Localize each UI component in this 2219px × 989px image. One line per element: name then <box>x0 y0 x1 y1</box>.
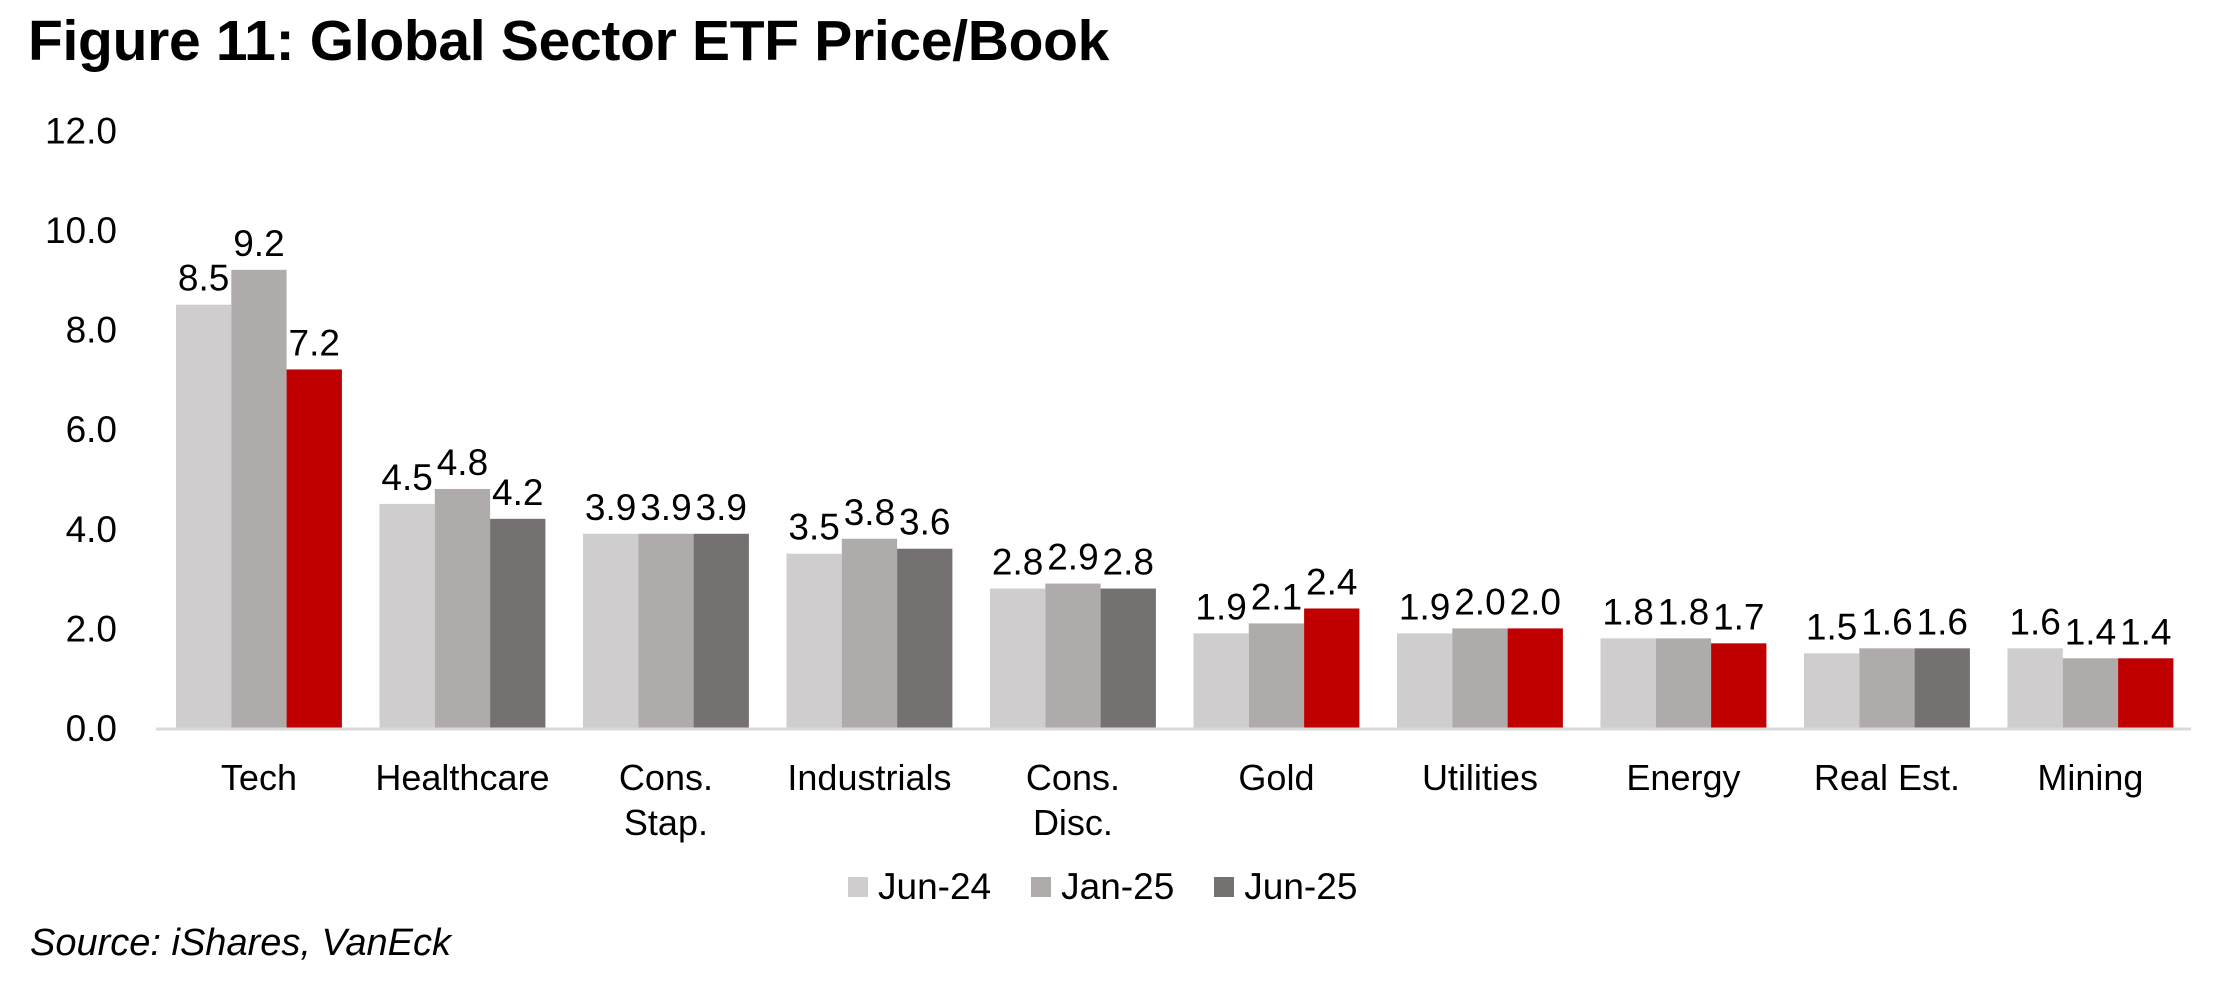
bar-jun-24-7 <box>1600 638 1656 728</box>
data-label: 2.8 <box>992 542 1043 583</box>
x-axis: Tech Healthcare Cons.Stap.Industrials Cons.… <box>221 757 2144 843</box>
bar-jun-25-4 <box>1100 588 1156 728</box>
bar-jan-25-1 <box>434 488 491 728</box>
legend-label-jun-25: Jun-25 <box>1244 866 1358 907</box>
data-label: 8.5 <box>178 258 229 299</box>
bar-jun-24-0 <box>176 304 232 728</box>
data-label: 1.8 <box>1602 591 1653 632</box>
x-tick-label: Energy <box>1626 757 1740 798</box>
data-label: 2.1 <box>1251 576 1302 617</box>
x-tick-label: Tech <box>221 757 297 798</box>
bar-jun-24-3 <box>786 553 842 728</box>
legend-item-jan-25: Jan-25 <box>1031 866 1174 908</box>
data-labels: 8.54.53.9 3.52.81.9 1.9 1.8 1.5 1.69.24.83.9 3… <box>178 223 2172 652</box>
bar-jun-25-6 <box>1507 628 1563 728</box>
data-label: 1.6 <box>1917 601 1968 642</box>
bar-jan-25-5 <box>1248 623 1305 728</box>
data-label: 2.8 <box>1103 542 1154 583</box>
bar-jan-25-8 <box>1859 648 1915 728</box>
data-label: 4.5 <box>381 457 432 498</box>
x-tick-label: Disc. <box>1033 802 1113 843</box>
bar-jan-25-9 <box>2062 658 2119 728</box>
data-label: 4.2 <box>492 472 543 513</box>
data-label: 3.9 <box>696 487 747 528</box>
x-tick-label: Cons. <box>619 757 713 798</box>
bar-jan-25-3 <box>841 538 898 728</box>
bar-jun-24-2 <box>583 533 639 728</box>
data-label: 1.4 <box>2120 611 2171 652</box>
y-tick-label: 0.0 <box>66 708 117 749</box>
x-tick-label: Gold <box>1238 757 1314 798</box>
x-tick-label: Industrials <box>787 757 951 798</box>
chart-title: Figure 11: Global Sector ETF Price/Book <box>28 9 1110 73</box>
bar-jan-25-7 <box>1655 638 1712 728</box>
x-tick-label: Cons. <box>1026 757 1120 798</box>
legend-swatch-jun-25 <box>1214 877 1235 897</box>
data-label: 1.9 <box>1399 586 1450 627</box>
bar-jun-25-0 <box>286 369 342 728</box>
source-note: Source: iShares, VanEck <box>30 922 452 964</box>
data-label: 1.4 <box>2065 611 2116 652</box>
data-label: 2.9 <box>1047 537 1098 578</box>
legend-label-jun-24: Jun-24 <box>878 866 992 907</box>
bar-jun-25-8 <box>1914 648 1970 728</box>
bar-jan-25-2 <box>638 533 694 728</box>
data-label: 1.7 <box>1713 596 1764 637</box>
bar-jun-24-4 <box>990 588 1046 728</box>
bar-jun-24-5 <box>1193 633 1249 728</box>
bar-jun-24-9 <box>2007 648 2063 728</box>
bar-jun-25-7 <box>1711 643 1767 728</box>
bar-jun-25-2 <box>693 533 749 728</box>
data-label: 3.8 <box>844 492 895 533</box>
x-tick-label: Real Est. <box>1814 757 1960 798</box>
y-tick-label: 4.0 <box>66 509 117 550</box>
y-tick-label: 10.0 <box>45 210 117 251</box>
bar-jun-25-1 <box>490 518 546 728</box>
data-label: 1.6 <box>1861 601 1912 642</box>
x-tick-label: Healthcare <box>375 757 549 798</box>
data-label: 4.8 <box>437 442 488 483</box>
bar-jan-25-4 <box>1045 583 1101 728</box>
data-label: 3.5 <box>788 507 839 548</box>
data-label: 1.5 <box>1806 606 1857 647</box>
data-label: 1.6 <box>2009 601 2060 642</box>
bar-jun-24-6 <box>1397 633 1453 728</box>
y-tick-label: 2.0 <box>66 608 117 649</box>
bars <box>176 269 2174 728</box>
legend-swatch-jun-24 <box>848 877 868 897</box>
bar-jun-25-9 <box>2118 658 2174 728</box>
bar-jan-25-6 <box>1452 628 1508 728</box>
bar-jun-25-5 <box>1304 608 1360 728</box>
legend-swatch-jan-25 <box>1031 877 1052 897</box>
bar-jun-24-8 <box>1804 653 1860 728</box>
x-tick-label: Stap. <box>624 802 708 843</box>
legend-item-jun-25: Jun-25 <box>1214 866 1357 908</box>
legend: Jun-24 Jan-25 Jun-25 <box>848 866 1397 908</box>
bar-jun-25-3 <box>897 548 953 728</box>
data-label: 2.0 <box>1454 581 1505 622</box>
y-tick-label: 12.0 <box>45 110 117 151</box>
data-label: 3.9 <box>640 487 691 528</box>
data-label: 1.9 <box>1195 586 1246 627</box>
bar-jun-24-1 <box>379 503 435 728</box>
bar-jan-25-0 <box>231 269 287 728</box>
y-tick-label: 6.0 <box>66 409 117 450</box>
x-tick-label: Utilities <box>1422 757 1538 798</box>
y-tick-label: 8.0 <box>66 310 117 351</box>
data-label: 1.8 <box>1658 591 1709 632</box>
data-label: 9.2 <box>233 223 284 264</box>
y-axis: 0.0 2.0 4.0 6.0 8.0 10.0 12.0 <box>45 110 117 749</box>
data-label: 2.0 <box>1510 581 1561 622</box>
x-tick-label: Mining <box>2037 757 2143 798</box>
data-label: 2.4 <box>1306 561 1357 602</box>
data-label: 3.6 <box>899 502 950 543</box>
data-label: 7.2 <box>289 322 340 363</box>
legend-item-jun-24: Jun-24 <box>848 866 991 908</box>
legend-label-jan-25: Jan-25 <box>1061 866 1175 907</box>
data-label: 3.9 <box>585 487 636 528</box>
